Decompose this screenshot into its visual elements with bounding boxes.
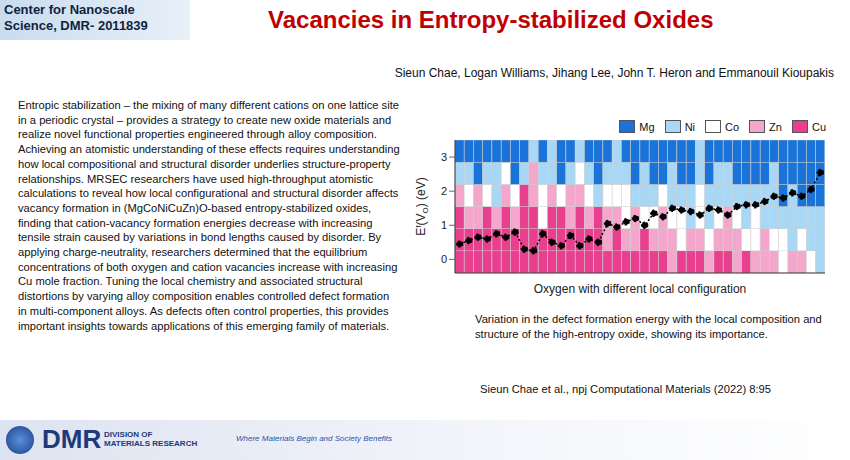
html-text:Mg: Mg (639, 120, 655, 133)
svg-text:3: 3 (441, 151, 447, 163)
html-text:Center for Nanoscale Science,: Center for Nanoscale Science, DMR- 20118… (4, 2, 148, 33)
svg-text:0: 0 (441, 253, 447, 265)
html-text:Sieun Chae et al., npj Computa: Sieun Chae et al., npj Computational Mat… (480, 383, 771, 395)
html-text:Sieun Chae, Logan Williams, Ji: Sieun Chae, Logan Williams, Jihang Lee, … (394, 66, 834, 80)
html-text:Where Materials Begin and Soci: Where Materials Begin and Society Benefi… (236, 434, 393, 443)
svg-text:2: 2 (441, 185, 447, 197)
html-text:Co: Co (725, 120, 740, 133)
svg-text:Ef(VO) (eV): Ef(VO) (eV) (415, 177, 430, 235)
html-text:MATERIALS RESEARCH: MATERIALS RESEARCH (104, 439, 198, 448)
html-text:Entropic stabilization – the m: Entropic stabilization – the mixing of m… (18, 99, 400, 332)
html-text:Vacancies in Entropy-stabilize: Vacancies in Entropy-stabilized Oxides (268, 6, 714, 33)
html-text:Variation in the defect format: Variation in the defect formation energy… (475, 313, 822, 340)
svg-text:Oxygen with different local co: Oxygen with different local configuratio… (534, 282, 747, 296)
html-text:Ni: Ni (684, 120, 695, 133)
html-text:DMR: DMR (42, 424, 102, 454)
html-text:DIVISION OF: DIVISION OF (104, 430, 153, 439)
html-text:Cu: Cu (811, 120, 826, 133)
svg-text:1: 1 (441, 219, 447, 231)
html-text:Zn: Zn (769, 120, 782, 133)
